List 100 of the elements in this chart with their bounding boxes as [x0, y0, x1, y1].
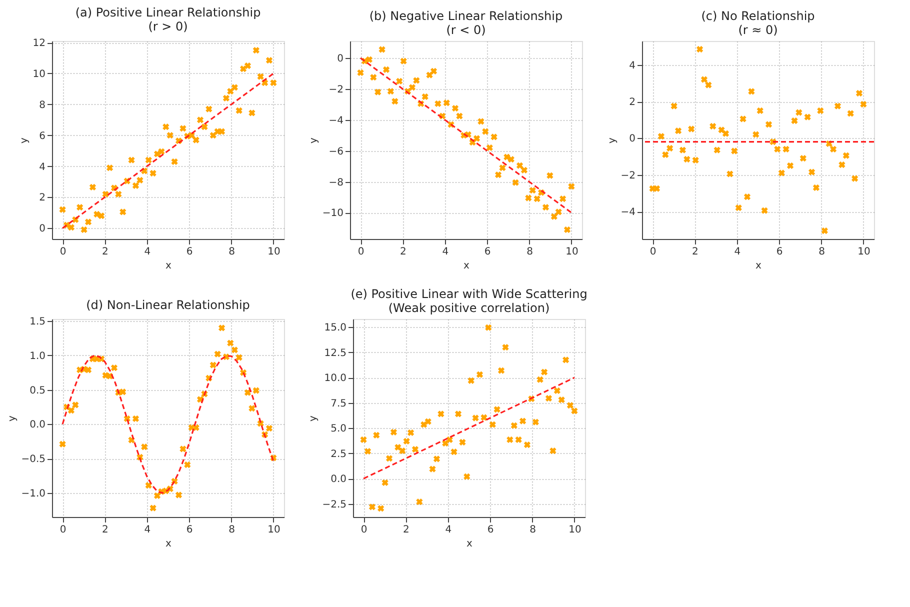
point — [446, 436, 453, 444]
y-tick-label: 15.0 — [324, 322, 346, 334]
point — [778, 170, 785, 176]
point — [464, 473, 470, 480]
point — [476, 371, 484, 378]
point — [696, 46, 704, 53]
point — [774, 146, 781, 152]
point — [804, 114, 811, 120]
point — [400, 58, 407, 64]
y-tick-label: 2 — [39, 192, 46, 204]
point — [545, 394, 552, 402]
point — [408, 84, 416, 91]
point — [236, 107, 242, 114]
x-tick-label: 10 — [268, 524, 280, 536]
point — [403, 438, 410, 445]
point — [214, 350, 221, 358]
point — [382, 66, 390, 73]
point — [438, 410, 444, 418]
x-tick-label: 6 — [776, 246, 783, 258]
point — [252, 387, 260, 394]
point — [150, 170, 156, 177]
point — [700, 76, 708, 83]
point — [472, 414, 479, 422]
y-tick-label: −6 — [328, 146, 344, 158]
y-axis-title: y — [308, 415, 320, 422]
y-tick-label: 8 — [39, 100, 46, 111]
point — [270, 79, 277, 86]
point — [80, 226, 88, 234]
point — [132, 182, 140, 189]
point — [370, 74, 377, 81]
point — [236, 354, 242, 361]
chart-title: (a) Positive Linear Relationship (r > 0) — [75, 6, 261, 34]
point — [490, 134, 498, 140]
point — [115, 190, 122, 198]
x-tick-label: 2 — [102, 246, 108, 258]
y-tick-label: −8 — [328, 177, 344, 188]
point — [387, 88, 394, 95]
point — [382, 479, 388, 486]
y-tick-label: −2.5 — [322, 499, 346, 510]
y-tick-label: 0 — [337, 54, 344, 65]
point — [244, 389, 252, 396]
point — [520, 166, 528, 174]
point — [499, 164, 506, 172]
point — [482, 128, 489, 135]
x-tick-label: 8 — [526, 246, 533, 258]
point — [534, 195, 540, 202]
point — [89, 184, 96, 190]
x-axis-title: x — [466, 538, 473, 550]
point — [145, 482, 152, 489]
point — [468, 377, 474, 384]
chart-title: (b) Negative Linear Relationship (r < 0) — [369, 9, 563, 37]
x-tick-label: 6 — [487, 524, 494, 536]
point — [555, 208, 562, 216]
y-tick-label: 10.0 — [324, 373, 346, 384]
point — [770, 138, 776, 146]
point — [559, 195, 566, 202]
x-tick-label: 6 — [186, 524, 193, 536]
x-tick-label: 6 — [484, 246, 491, 258]
point — [158, 148, 165, 155]
y-tick-label: 2 — [629, 97, 636, 108]
point — [847, 110, 854, 117]
point — [266, 424, 273, 432]
point — [494, 171, 502, 178]
point — [184, 461, 191, 468]
point — [132, 415, 140, 422]
point — [374, 88, 382, 96]
point — [218, 324, 226, 332]
y-axis-title: y — [7, 415, 18, 422]
point — [658, 133, 665, 140]
x-tick-label: 2 — [400, 246, 406, 258]
point — [110, 364, 118, 372]
point — [860, 100, 867, 108]
point — [120, 388, 126, 396]
point — [519, 418, 526, 424]
x-axis-title: x — [464, 260, 470, 272]
chart-title: (e) Positive Linear with Wide Scattering (Weak positive correlation) — [350, 287, 588, 315]
point — [529, 186, 536, 194]
point — [248, 405, 256, 412]
x-tick-label: 4 — [445, 524, 452, 536]
y-axis-title: y — [606, 137, 618, 144]
point — [516, 162, 524, 169]
point — [562, 356, 570, 364]
point — [808, 168, 816, 176]
point — [705, 82, 712, 88]
y-axis-title: y — [308, 137, 320, 144]
point — [413, 77, 420, 84]
y-tick-label: 2.5 — [330, 448, 346, 460]
point — [231, 346, 238, 354]
point — [666, 144, 674, 152]
point — [84, 218, 92, 226]
point — [851, 175, 858, 182]
point — [494, 406, 500, 413]
point — [568, 183, 575, 190]
x-tick-label: 10 — [858, 246, 870, 258]
point — [571, 408, 578, 414]
point — [364, 448, 372, 455]
x-tick-label: 0 — [360, 524, 368, 536]
point — [752, 131, 760, 138]
point — [485, 324, 492, 331]
point — [68, 407, 75, 414]
